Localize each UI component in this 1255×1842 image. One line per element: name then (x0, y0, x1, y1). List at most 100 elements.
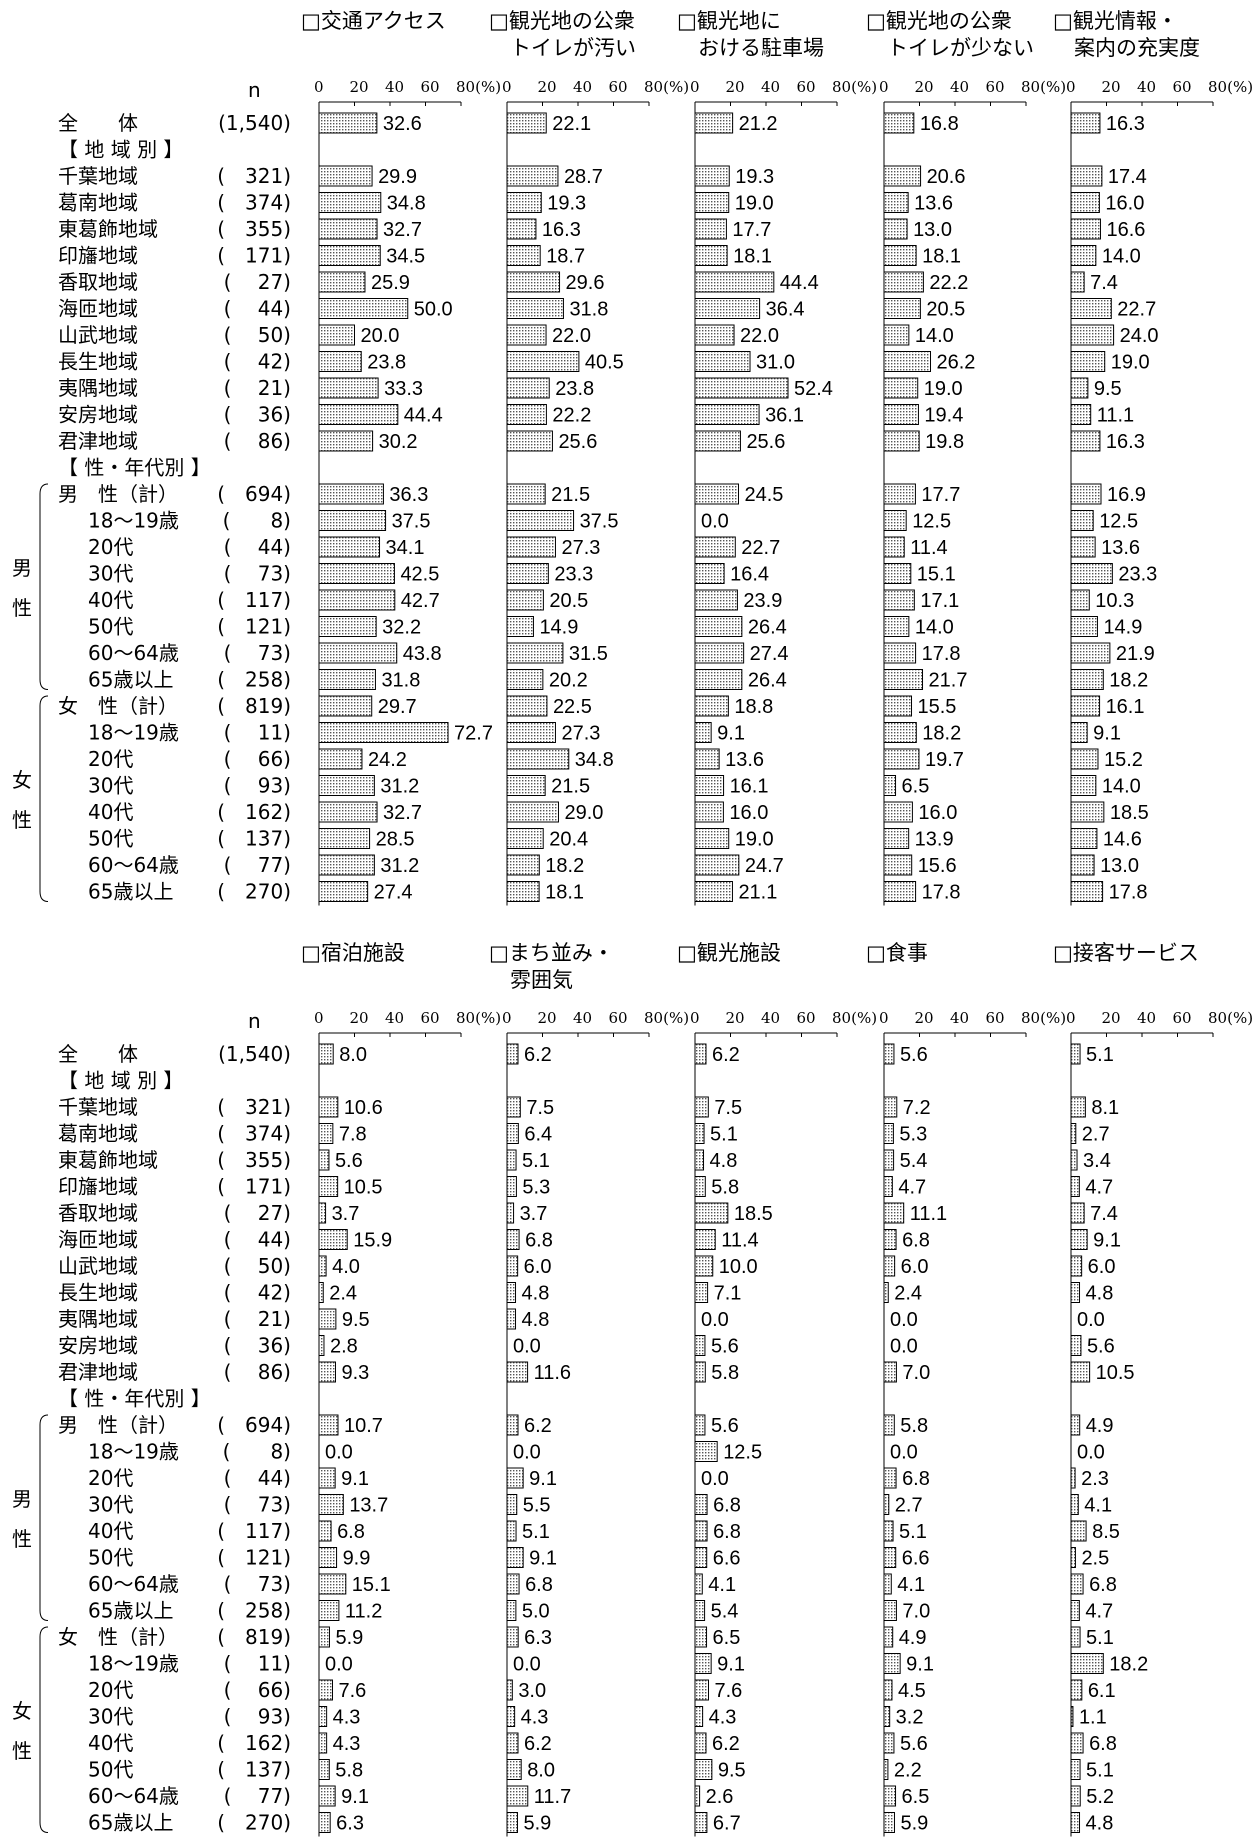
row-n: ( 36) (224, 1334, 291, 1358)
bar (1070, 324, 1115, 346)
value-label: 4.1 (708, 1574, 736, 1596)
bar (506, 1759, 522, 1780)
value-label: 13.6 (725, 749, 764, 771)
value-label: 4.8 (710, 1150, 738, 1172)
tick-label: 0 (1066, 1009, 1076, 1027)
value-label: 5.3 (522, 1177, 550, 1199)
bar (883, 377, 919, 399)
row-n: ( 86) (224, 429, 291, 453)
bar (318, 1229, 348, 1250)
bar (883, 536, 905, 558)
bar (1070, 404, 1092, 425)
value-label: 14.6 (1103, 829, 1142, 851)
bar (506, 351, 580, 372)
bar (506, 1626, 519, 1648)
value-label: 14.0 (1102, 776, 1141, 798)
bar (318, 1467, 336, 1489)
row-n: ( 73) (224, 562, 291, 586)
value-label: 11.1 (1097, 405, 1134, 427)
tick-label: 40 (761, 78, 780, 96)
value-label: 7.1 (714, 1283, 742, 1305)
bar (506, 536, 556, 558)
value-label: 13.0 (913, 219, 952, 241)
panel-title: □交通アクセス (301, 9, 446, 33)
bar (883, 1282, 889, 1303)
bar (318, 1600, 340, 1621)
value-label: 27.3 (561, 537, 600, 559)
value-label: 9.1 (341, 1468, 369, 1490)
bar (1070, 271, 1085, 293)
bar (694, 1759, 713, 1780)
bar (1070, 1043, 1081, 1065)
row-label: 山武地域 (58, 1254, 138, 1278)
bar (1070, 563, 1113, 584)
value-label: 2.8 (330, 1336, 358, 1358)
row-label: 40代 (88, 588, 133, 612)
bar (1070, 351, 1106, 372)
bar (883, 748, 920, 770)
bar (694, 1043, 707, 1065)
value-label: 7.4 (1090, 272, 1118, 294)
value-label: 6.8 (1089, 1733, 1117, 1755)
bar (318, 563, 395, 584)
row-label: 20代 (88, 535, 133, 559)
value-label: 4.7 (898, 1177, 926, 1199)
bar (694, 1255, 714, 1277)
value-label: 19.7 (925, 749, 964, 771)
value-label: 0.0 (513, 1336, 541, 1358)
value-label: 5.6 (711, 1336, 739, 1358)
row-n: ( 42) (224, 350, 291, 374)
value-label: 19.3 (735, 166, 774, 188)
value-label: 2.4 (894, 1283, 922, 1305)
bar (883, 1467, 897, 1489)
value-label: 17.8 (922, 643, 961, 665)
value-label: 5.9 (523, 1813, 551, 1835)
row-n: ( 374) (217, 1122, 291, 1146)
bar (1070, 722, 1088, 743)
value-label: 0.0 (701, 1468, 729, 1490)
bar (883, 1123, 894, 1144)
row-label: 海匝地域 (58, 297, 138, 321)
bar (318, 1149, 330, 1171)
value-label: 14.9 (1103, 617, 1142, 639)
bar (694, 324, 735, 346)
value-label: 6.6 (902, 1548, 930, 1570)
value-label: 10.5 (1096, 1362, 1135, 1384)
value-label: 27.4 (374, 882, 413, 904)
value-label: 29.9 (378, 166, 417, 188)
bar (694, 377, 789, 399)
value-label: 6.5 (902, 1786, 930, 1808)
row-label: 葛南地域 (58, 1122, 138, 1146)
bar (1070, 1679, 1083, 1701)
panel-title: □観光地に (677, 9, 781, 33)
value-label: 32.6 (383, 113, 422, 135)
value-label: 32.2 (382, 617, 421, 639)
value-label: 2.7 (1082, 1124, 1110, 1146)
bar (506, 1361, 529, 1383)
bar (883, 801, 913, 823)
row-label: 君津地域 (58, 429, 138, 453)
value-label: 25.6 (746, 431, 785, 453)
bar (318, 1414, 339, 1436)
tick-label: 20 (1102, 78, 1121, 96)
bar (883, 245, 917, 266)
value-label: 11.4 (721, 1230, 758, 1252)
tick-label: 60 (1173, 1009, 1192, 1027)
bar (694, 589, 738, 611)
tick-label: 40 (1137, 78, 1156, 96)
value-label: 21.1 (738, 882, 777, 904)
value-label: 5.6 (335, 1150, 363, 1172)
value-label: 15.5 (918, 696, 957, 718)
row-n: ( 162) (217, 1731, 291, 1755)
bar (1070, 1759, 1081, 1780)
bar (1070, 775, 1097, 796)
tick-label: 0 (690, 78, 700, 96)
bar (506, 1494, 518, 1515)
row-n: ( 66) (224, 747, 291, 771)
value-label: 20.5 (926, 299, 965, 321)
bar (318, 881, 369, 902)
bar (1070, 1123, 1077, 1144)
bar (1070, 377, 1089, 399)
value-label: 36.4 (766, 299, 805, 321)
row-label: 30代 (88, 1705, 133, 1729)
